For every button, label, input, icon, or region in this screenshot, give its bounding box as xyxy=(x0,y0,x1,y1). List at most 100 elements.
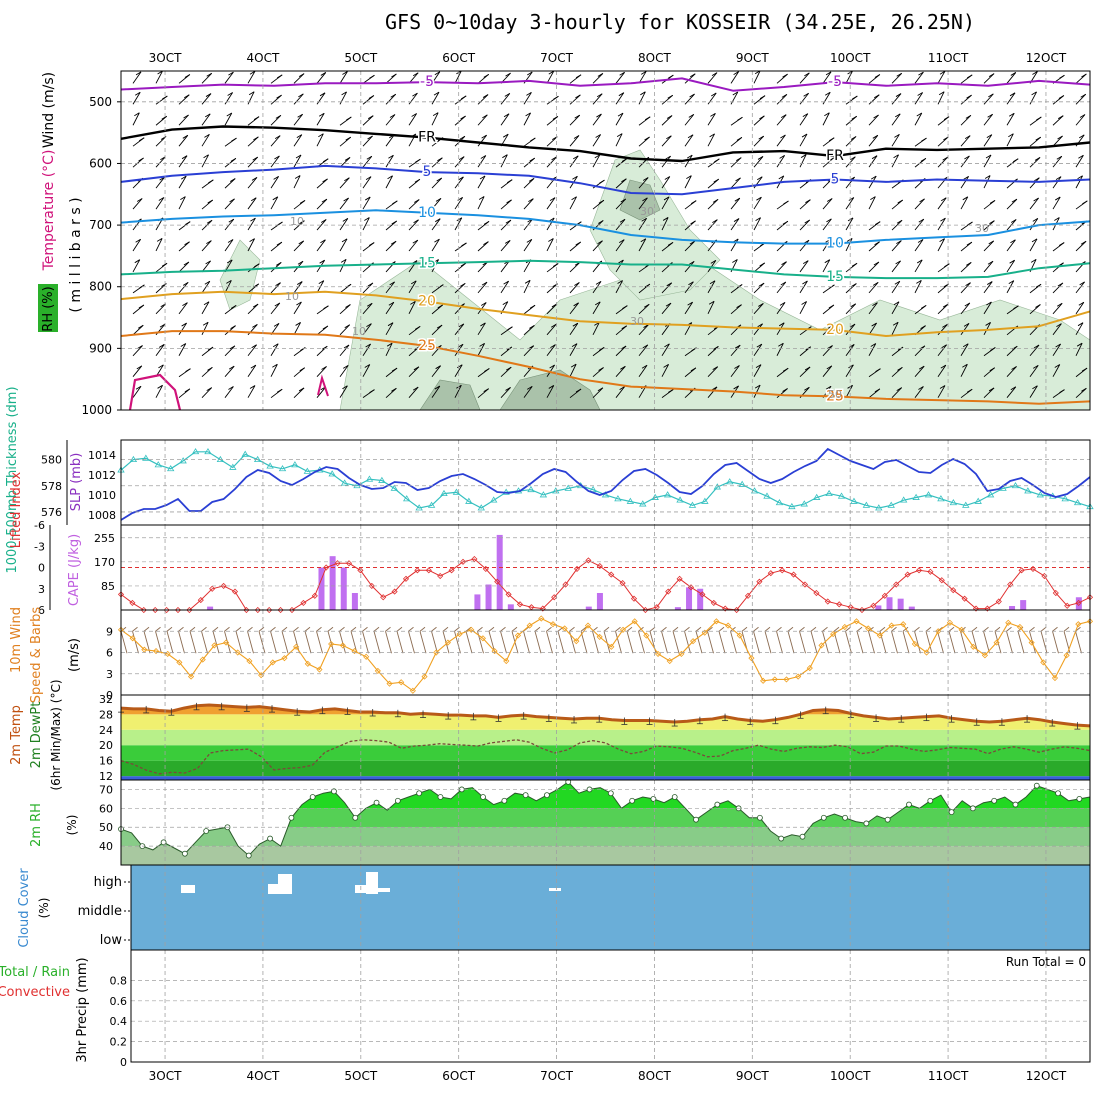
upper-wind-barbs xyxy=(132,70,1088,399)
wind-barb xyxy=(799,301,807,315)
pressure-tick: 500 xyxy=(89,95,112,109)
wind-barb xyxy=(1052,135,1063,147)
li-point xyxy=(836,601,843,608)
isotherm-label: 10 xyxy=(826,236,844,252)
surface-wind-barb xyxy=(235,631,243,654)
wind-barb-flag xyxy=(779,155,785,159)
wind-barb-flag xyxy=(573,302,579,307)
li-point xyxy=(573,565,581,572)
li-point xyxy=(630,595,638,602)
wind-barb-flag xyxy=(502,154,508,159)
wind-barb xyxy=(408,113,418,126)
wind-barb-flag xyxy=(916,280,922,284)
wind-barb xyxy=(799,239,810,252)
surface-wind-barb-flag xyxy=(810,626,817,632)
wind-barb xyxy=(776,114,787,126)
li-point xyxy=(733,606,740,614)
wind-barb-flag xyxy=(713,346,719,350)
surface-wind-barb xyxy=(212,631,220,654)
wind-barb-flag xyxy=(436,177,442,182)
surface-wind-barb xyxy=(753,631,760,654)
surface-wind-barb-flag xyxy=(856,626,863,632)
wind-barb xyxy=(937,303,949,315)
wind-barb xyxy=(523,239,533,252)
temp-unit-label: (6hr Min/Max) (°C) xyxy=(49,679,63,790)
wind-speed-point xyxy=(701,629,708,636)
wind-barb-flag xyxy=(549,197,556,201)
wind-barb xyxy=(638,364,648,377)
li-tick: 6 xyxy=(38,604,45,617)
surface-wind-barb-flag xyxy=(695,626,702,632)
thickness-point xyxy=(800,500,808,507)
wind-speed-point xyxy=(970,643,977,650)
wind-barb-flag xyxy=(780,134,786,139)
wind-barb xyxy=(1029,238,1038,252)
wind-barb xyxy=(707,386,718,398)
wind-barb-flag xyxy=(412,92,418,97)
li-point xyxy=(858,606,866,614)
wind-barb-flag xyxy=(299,200,306,204)
wind-barb-flag xyxy=(688,281,694,286)
wind-speed-point xyxy=(818,642,825,649)
wind-barb-flag xyxy=(414,199,420,203)
thickness-point xyxy=(1073,498,1082,506)
wind-barb xyxy=(730,197,741,210)
wind-barb-flag xyxy=(525,112,531,117)
wind-barb xyxy=(937,385,946,398)
thickness-point xyxy=(701,497,709,504)
wind-speed-line xyxy=(120,617,1091,692)
surface-wind-barb-flag xyxy=(189,626,196,632)
wind-speed-point xyxy=(760,677,767,684)
wind-barb-flag xyxy=(1008,133,1014,138)
wind-barb xyxy=(592,322,600,336)
wind-barb-flag xyxy=(828,324,834,329)
wind-barb xyxy=(408,219,419,231)
wind-barb xyxy=(339,385,348,398)
wind-barb xyxy=(500,280,510,294)
surface-wind-barb xyxy=(270,631,277,654)
surface-wind-barb-flag xyxy=(431,626,437,632)
li-point xyxy=(414,567,421,574)
wind-barb-flag xyxy=(276,94,282,99)
wind-barb-flag xyxy=(412,386,419,391)
wind-barb-flag xyxy=(575,388,582,393)
wind-barb-flag xyxy=(714,158,720,163)
wind-barb-flag xyxy=(758,282,765,287)
wind-barb-flag xyxy=(640,91,646,96)
wind-barb xyxy=(477,281,488,294)
wind-barb-flag xyxy=(709,280,716,285)
wind-speed-point xyxy=(526,622,533,629)
surface-wind-barb xyxy=(155,631,162,654)
wind-barb-flag xyxy=(1032,218,1039,222)
wind-barb xyxy=(753,70,761,84)
pressure-tick: 900 xyxy=(89,341,112,355)
wind-barb xyxy=(270,115,282,126)
wind-barb xyxy=(845,303,857,315)
surface-wind-barb xyxy=(799,631,806,654)
wind-barb xyxy=(385,134,395,147)
surface-wind-barb-flag xyxy=(776,626,782,632)
wind-barb-flag xyxy=(963,322,970,327)
temp-band xyxy=(121,729,1090,746)
wind-barb-flag xyxy=(894,113,901,118)
rh-point xyxy=(799,833,806,840)
temp-band xyxy=(121,776,1090,780)
wind-barb-flag xyxy=(733,218,740,222)
wind-barb xyxy=(247,177,258,189)
wind-barb xyxy=(569,196,577,210)
wind-barb-flag xyxy=(690,367,697,372)
wind-barb-flag xyxy=(849,323,856,328)
wind-barb xyxy=(753,135,765,147)
wind-barb xyxy=(270,135,281,147)
wind-barb-flag xyxy=(662,217,669,221)
cape-bar xyxy=(897,598,904,610)
wind-barb-flag xyxy=(1077,175,1083,180)
wind-barb-flag xyxy=(641,364,648,369)
wind-barb xyxy=(960,323,970,336)
thickness-point xyxy=(142,454,150,461)
wind-barb-flag xyxy=(690,220,696,225)
wind-barb xyxy=(569,302,579,315)
wind-barb xyxy=(155,176,165,189)
top-x-tick: 7OCT xyxy=(540,51,573,65)
bottom-x-tick: 10OCT xyxy=(830,1069,871,1083)
